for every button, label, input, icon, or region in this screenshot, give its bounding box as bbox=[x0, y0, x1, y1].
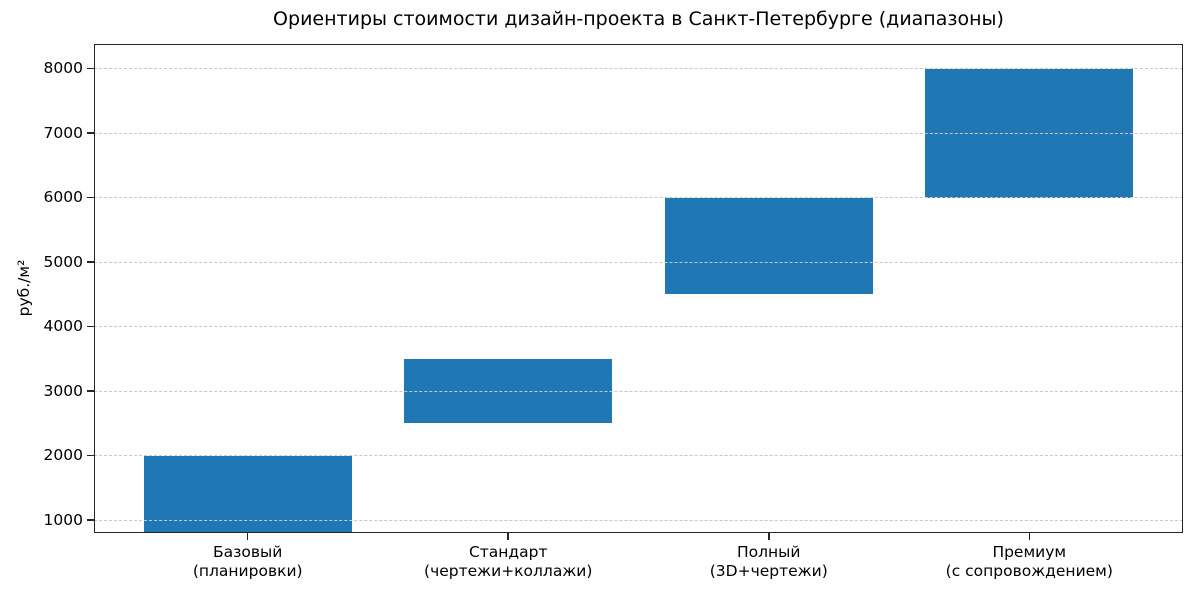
chart-title: Ориентиры стоимости дизайн-проекта в Сан… bbox=[273, 8, 1004, 30]
y-tick-label: 8000 bbox=[43, 59, 83, 77]
y-tick-label: 4000 bbox=[43, 317, 83, 336]
y-tick-label: 1000 bbox=[43, 510, 83, 529]
x-tick-label: Премиум (с сопровождением) bbox=[945, 543, 1113, 580]
y-tick-label: 2000 bbox=[43, 446, 83, 465]
x-tick-label: Стандарт (чертежи+коллажи) bbox=[424, 543, 593, 580]
x-tick-mark bbox=[507, 533, 509, 540]
range-bar bbox=[664, 197, 873, 295]
gridline bbox=[94, 132, 1183, 134]
y-tick-label: 5000 bbox=[43, 252, 83, 271]
y-tick-mark bbox=[87, 196, 94, 199]
y-tick-mark bbox=[87, 454, 94, 457]
x-tick-label: Базовый (планировки) bbox=[192, 543, 303, 580]
y-tick-mark bbox=[87, 390, 94, 392]
gridline bbox=[94, 68, 1183, 69]
x-tick-mark bbox=[768, 533, 770, 540]
y-tick-mark bbox=[87, 67, 94, 70]
y-tick-label: 7000 bbox=[43, 123, 83, 142]
y-tick-mark bbox=[87, 261, 94, 263]
plot-area bbox=[94, 44, 1183, 533]
gridline bbox=[94, 197, 1183, 199]
gridline bbox=[94, 455, 1183, 457]
gridline bbox=[94, 519, 1183, 521]
gridline bbox=[94, 261, 1183, 263]
y-tick-mark bbox=[87, 325, 94, 328]
x-tick-label: Полный (3D+чертежи) bbox=[709, 543, 828, 580]
y-tick-label: 3000 bbox=[43, 381, 83, 400]
x-tick-mark bbox=[246, 533, 249, 540]
x-tick-mark bbox=[1028, 533, 1031, 540]
y-tick-mark bbox=[87, 132, 94, 134]
y-tick-mark bbox=[87, 519, 94, 521]
gridline bbox=[94, 326, 1183, 328]
gridline bbox=[94, 390, 1183, 392]
grid-layer bbox=[94, 44, 1183, 533]
y-tick-label: 6000 bbox=[43, 188, 83, 207]
y-axis-label: руб./м² bbox=[15, 259, 33, 317]
